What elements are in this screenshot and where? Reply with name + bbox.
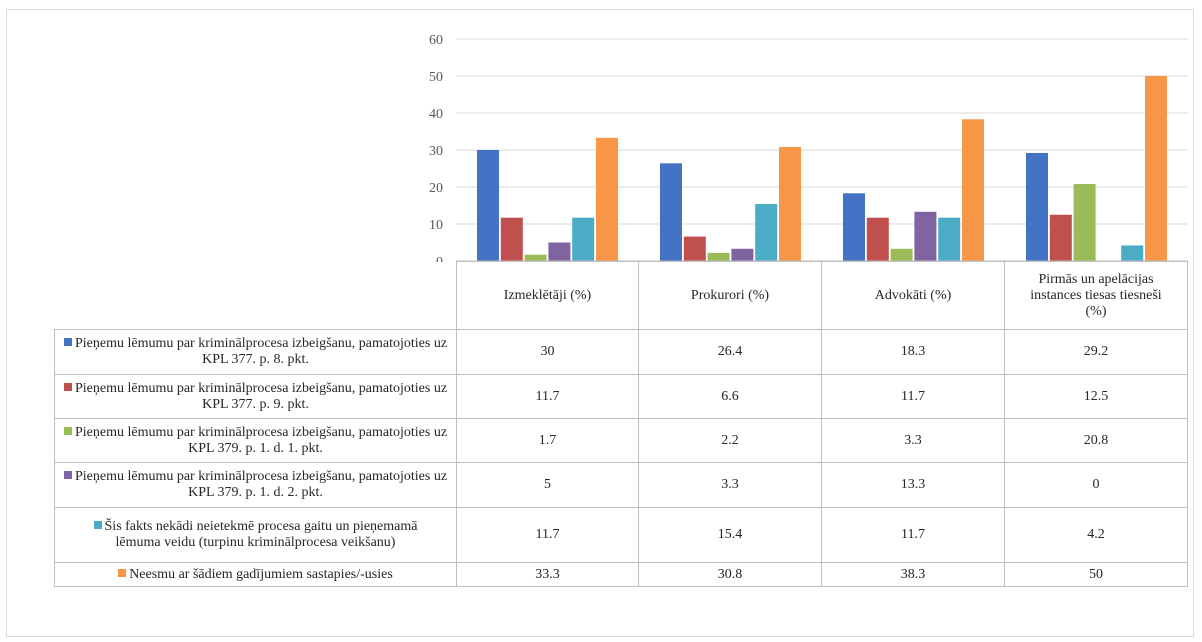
bar [1026, 152, 1048, 261]
y-tick-label: 20 [429, 181, 443, 196]
bar [596, 137, 618, 261]
bar [1145, 76, 1167, 261]
y-tick-label: 10 [429, 218, 443, 233]
data-label: 11.7 [821, 374, 1005, 419]
legend-key [93, 521, 102, 529]
bar [938, 217, 961, 261]
bar [779, 147, 801, 261]
data-label: 12.5 [1004, 374, 1188, 419]
bar [500, 217, 523, 261]
bar [843, 193, 865, 261]
data-label: 1.7 [456, 418, 639, 463]
data-label: 11.7 [821, 507, 1005, 563]
bar [866, 217, 889, 261]
series-name: Pieņemu lēmumu par kriminālprocesa izbei… [74, 469, 448, 500]
table-row: Pieņemu lēmumu par kriminālprocesa izbei… [54, 462, 1188, 508]
series-name: Pieņemu lēmumu par kriminālprocesa izbei… [74, 336, 448, 367]
y-tick-label: 60 [429, 33, 443, 48]
series-name: Neesmu ar šādiem gadījumiem sastapies/-u… [129, 566, 393, 582]
y-axis-tick-labels: 0 10 20 30 40 50 60 [429, 33, 443, 262]
bar [962, 119, 984, 261]
legend-key [118, 568, 127, 577]
bar [572, 217, 595, 261]
chart-frame [6, 9, 1194, 637]
legend-key [63, 338, 72, 346]
legend-entry: Neesmu ar šādiem gadījumiem sastapies/-u… [54, 562, 457, 587]
bar [914, 211, 937, 261]
legend-key [63, 382, 72, 391]
data-label: 38.3 [821, 562, 1005, 587]
legend-entry: Pieņemu lēmumu par kriminālprocesa izbei… [54, 418, 457, 463]
legend-entry: Pieņemu lēmumu par kriminālprocesa izbei… [54, 374, 457, 419]
bar [755, 204, 778, 261]
data-label: 30.8 [638, 562, 822, 587]
y-tick-label: 0 [436, 255, 443, 262]
data-label: 2.2 [638, 418, 822, 463]
data-label: 3.3 [821, 418, 1005, 463]
data-label: 5 [456, 462, 639, 508]
data-label: 29.2 [1004, 329, 1188, 375]
table-row: Pieņemu lēmumu par kriminālprocesa izbei… [54, 329, 1188, 375]
legend-entry: Šis fakts nekādi neietekmē procesa gaitu… [54, 507, 457, 563]
data-label: 18.3 [821, 329, 1005, 375]
bar [477, 150, 499, 261]
bars [477, 76, 1167, 261]
series-name: Šis fakts nekādi neietekmē procesa gaitu… [104, 519, 418, 550]
legend-entry: Pieņemu lēmumu par kriminālprocesa izbei… [54, 462, 457, 508]
data-label: 3.3 [638, 462, 822, 508]
y-tick-label: 30 [429, 144, 443, 159]
legend-key [63, 426, 72, 435]
category-label: Pirmās un apelācijas instances tiesas ti… [1004, 261, 1188, 330]
table-row: Pieņemu lēmumu par kriminālprocesa izbei… [54, 374, 1188, 419]
bar-chart-plot: 0 10 20 30 40 50 60 [429, 33, 1188, 262]
data-label: 6.6 [638, 374, 822, 419]
bar [524, 254, 547, 261]
data-label: 0 [1004, 462, 1188, 508]
data-label: 20.8 [1004, 418, 1188, 463]
table-row: Pieņemu lēmumu par kriminālprocesa izbei… [54, 418, 1188, 463]
data-table: Izmeklētāji (%) Prokurori (%) Advokāti (%)… [54, 261, 1188, 587]
bar [1073, 184, 1096, 261]
data-label: 11.7 [456, 374, 639, 419]
table-row: Neesmu ar šādiem gadījumiem sastapies/-u… [54, 562, 1188, 587]
data-label: 26.4 [638, 329, 822, 375]
data-label: 33.3 [456, 562, 639, 587]
category-label: Izmeklētāji (%) [456, 261, 639, 330]
bar [707, 252, 730, 261]
bar [660, 163, 682, 261]
category-label: Prokurori (%) [638, 261, 822, 330]
data-label: 30 [456, 329, 639, 375]
data-label: 11.7 [456, 507, 639, 563]
series-name: Pieņemu lēmumu par kriminālprocesa izbei… [74, 424, 448, 456]
data-label: 13.3 [821, 462, 1005, 508]
table-corner [54, 261, 457, 330]
data-label: 50 [1004, 562, 1188, 587]
series-name: Pieņemu lēmumu par kriminālprocesa izbei… [74, 380, 448, 412]
data-label: 4.2 [1004, 507, 1188, 563]
category-label: Advokāti (%) [821, 261, 1005, 330]
bar [731, 248, 754, 261]
table-row: Šis fakts nekādi neietekmē procesa gaitu… [54, 507, 1188, 563]
bar [890, 248, 913, 261]
legend-entry: Pieņemu lēmumu par kriminālprocesa izbei… [54, 329, 457, 375]
legend-key [63, 471, 72, 479]
bar [683, 236, 706, 261]
data-label: 15.4 [638, 507, 822, 563]
bar [1121, 245, 1144, 261]
table-header-row: Izmeklētāji (%) Prokurori (%) Advokāti (%)… [54, 261, 1188, 330]
bar [548, 242, 571, 261]
y-tick-label: 40 [429, 107, 443, 122]
bar [1049, 214, 1072, 261]
y-tick-label: 50 [429, 70, 443, 85]
